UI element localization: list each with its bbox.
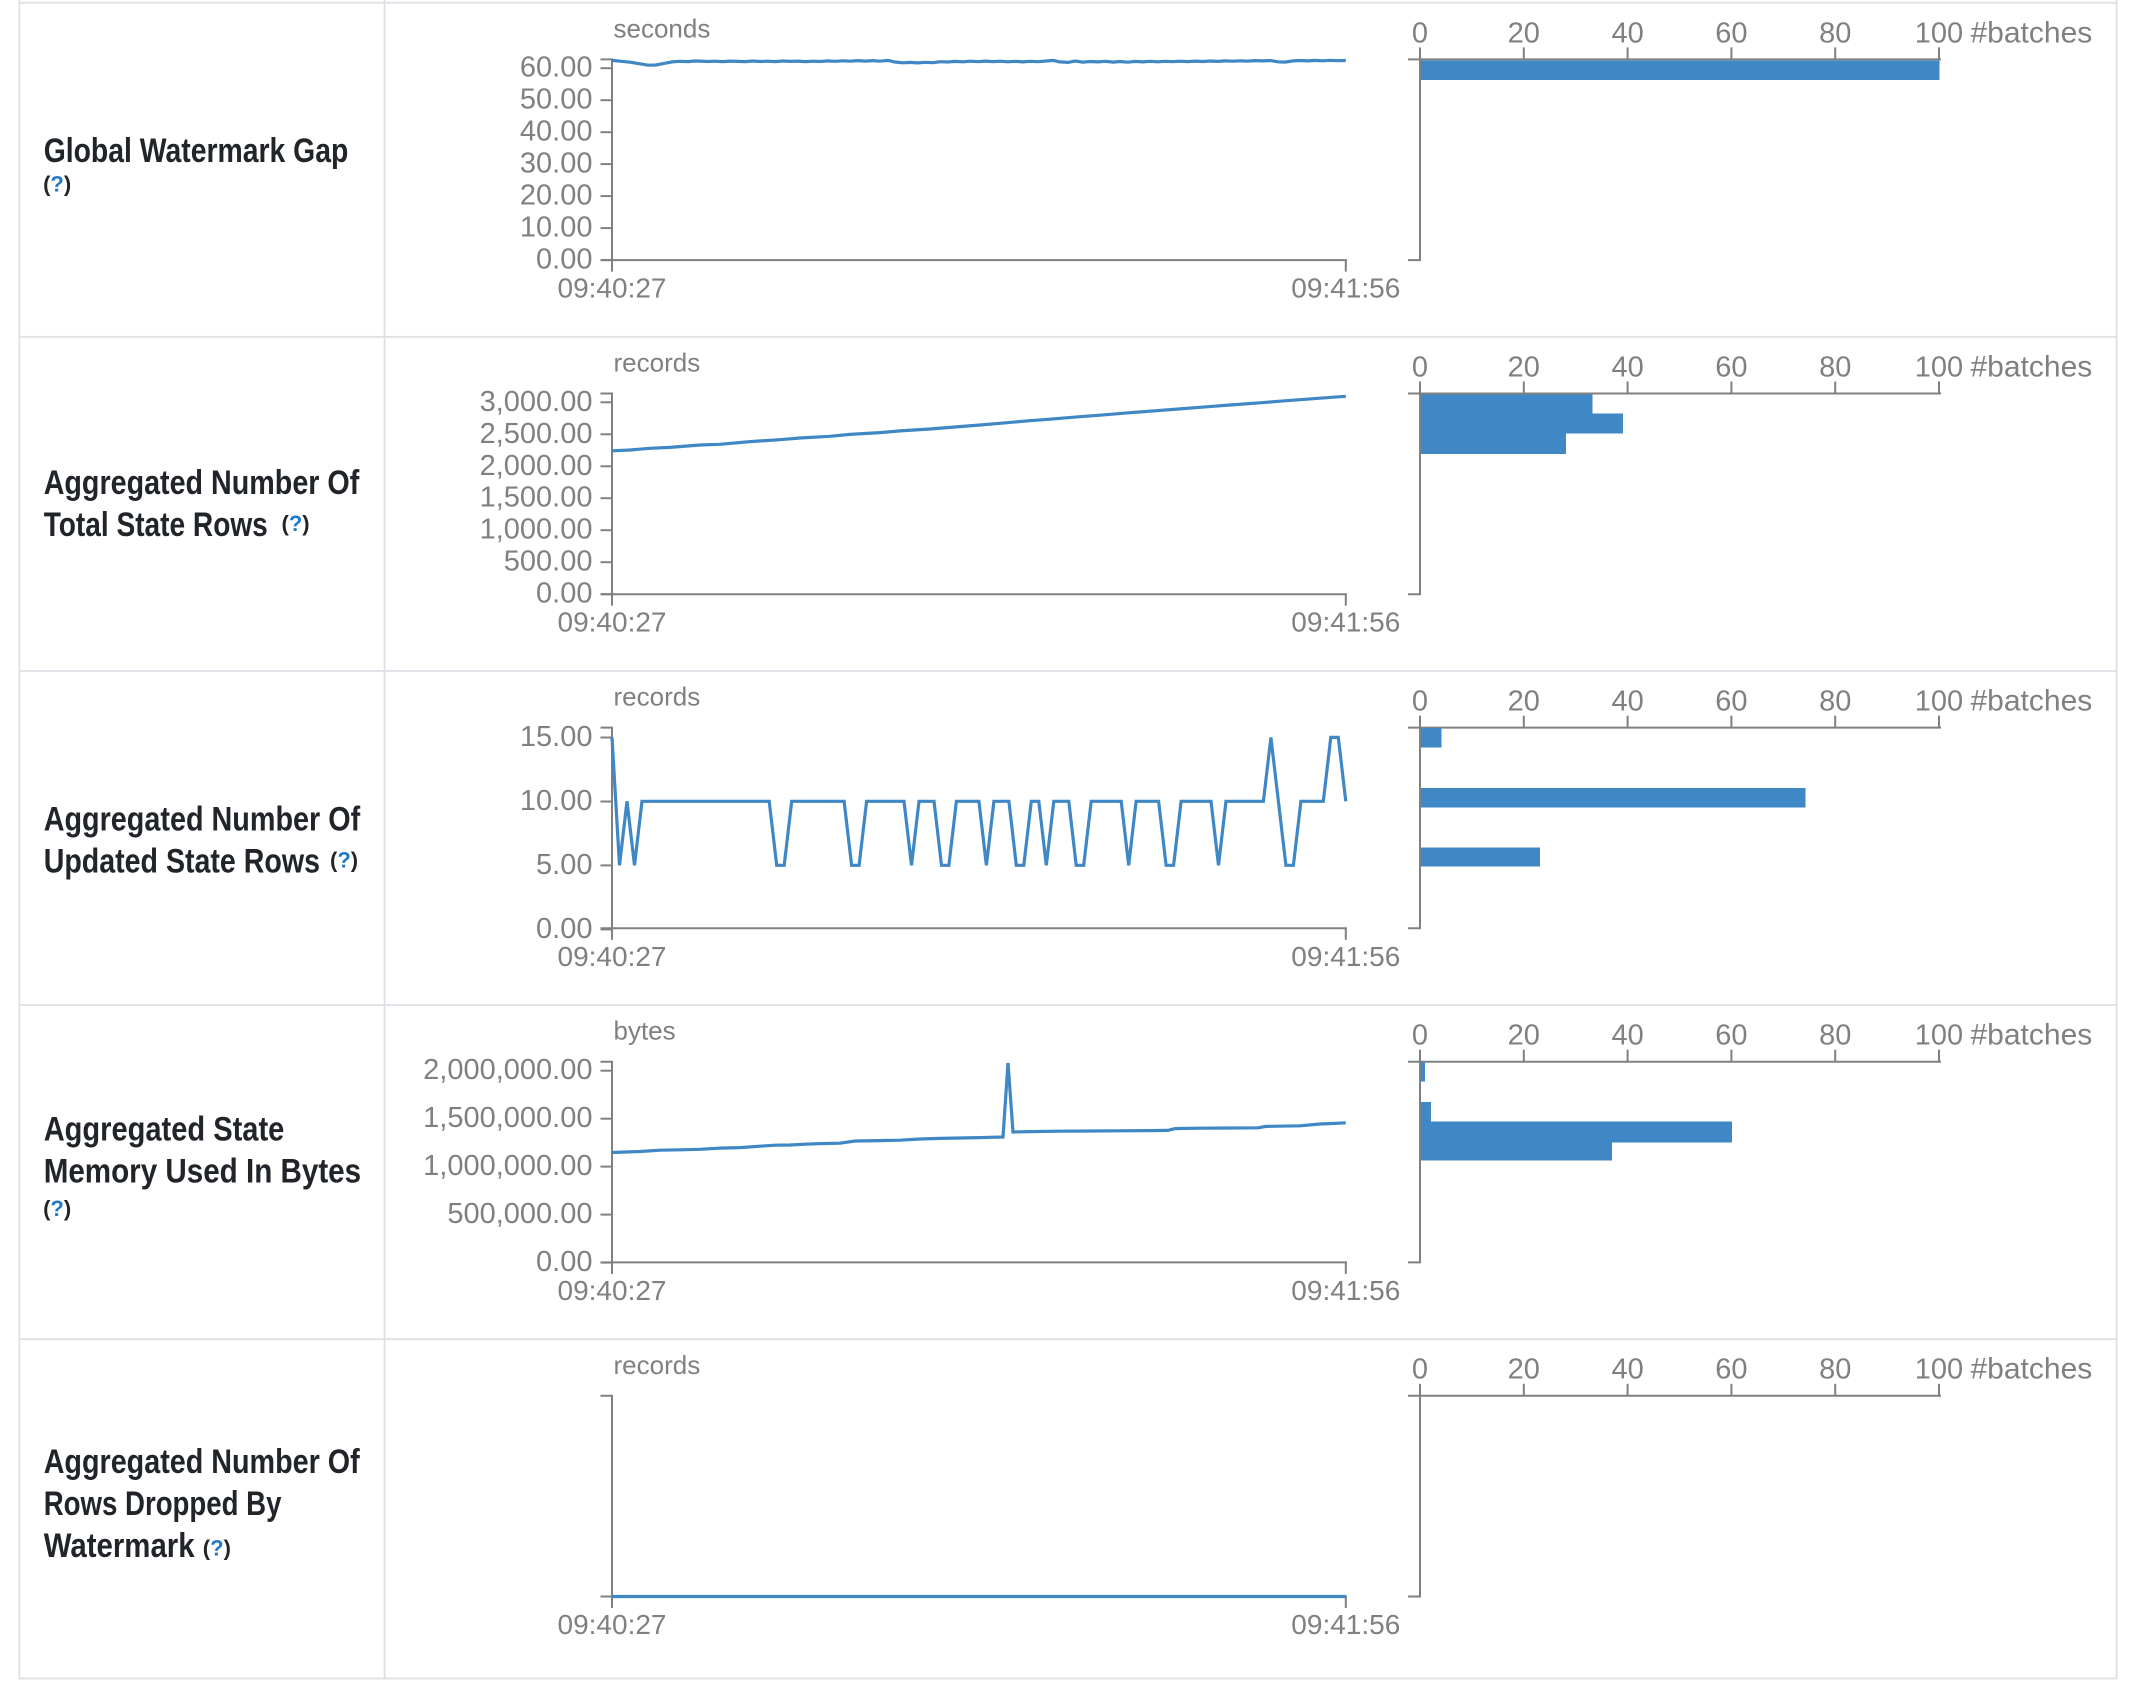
svg-text:(?): (?) xyxy=(43,1196,71,1221)
svg-text:40: 40 xyxy=(1611,686,1643,718)
svg-text:40: 40 xyxy=(1611,17,1643,49)
svg-text:100: 100 xyxy=(1915,1354,1963,1386)
svg-text:0: 0 xyxy=(1412,1354,1428,1386)
svg-text:10.00: 10.00 xyxy=(520,212,593,244)
svg-text:40: 40 xyxy=(1611,351,1643,383)
svg-text:60: 60 xyxy=(1715,17,1747,49)
svg-text:5.00: 5.00 xyxy=(536,849,592,881)
svg-text:60: 60 xyxy=(1715,1354,1747,1386)
svg-text:2,000.00: 2,000.00 xyxy=(480,450,593,482)
svg-text:0: 0 xyxy=(1412,686,1428,718)
svg-text:80: 80 xyxy=(1819,1354,1851,1386)
svg-text:0.00: 0.00 xyxy=(536,244,592,276)
svg-text:(?): (?) xyxy=(43,171,71,196)
svg-text:60: 60 xyxy=(1715,351,1747,383)
svg-text:100: 100 xyxy=(1915,17,1963,49)
svg-text:Aggregated Number Of: Aggregated Number Of xyxy=(44,1443,361,1481)
svg-text:0: 0 xyxy=(1412,1020,1428,1052)
svg-text:(?): (?) xyxy=(203,1535,231,1560)
svg-text:500.00: 500.00 xyxy=(504,546,593,578)
svg-text:60.00: 60.00 xyxy=(520,52,593,84)
svg-text:100: 100 xyxy=(1915,351,1963,383)
svg-text:30.00: 30.00 xyxy=(520,148,593,180)
svg-text:#batches: #batches xyxy=(1971,16,2093,49)
svg-text:Aggregated Number Of: Aggregated Number Of xyxy=(44,464,360,502)
svg-text:0: 0 xyxy=(1412,351,1428,383)
svg-text:20: 20 xyxy=(1508,1020,1540,1052)
svg-text:1,000,000.00: 1,000,000.00 xyxy=(423,1150,592,1182)
svg-text:seconds: seconds xyxy=(614,13,711,43)
svg-text:0.00: 0.00 xyxy=(536,1246,592,1278)
svg-text:15.00: 15.00 xyxy=(520,721,593,753)
svg-text:09:41:56: 09:41:56 xyxy=(1291,607,1400,638)
svg-text:60: 60 xyxy=(1715,686,1747,718)
svg-text:Watermark: Watermark xyxy=(44,1527,195,1565)
svg-text:Total State Rows: Total State Rows xyxy=(44,506,268,544)
svg-text:Global Watermark Gap: Global Watermark Gap xyxy=(44,132,349,170)
svg-text:(?): (?) xyxy=(282,511,310,536)
svg-text:3,000.00: 3,000.00 xyxy=(480,386,593,418)
svg-text:80: 80 xyxy=(1819,1020,1851,1052)
svg-text:10.00: 10.00 xyxy=(520,785,593,817)
svg-text:0.00: 0.00 xyxy=(536,578,592,610)
svg-text:Rows Dropped By: Rows Dropped By xyxy=(44,1485,282,1523)
svg-text:bytes: bytes xyxy=(614,1016,676,1046)
svg-text:09:40:27: 09:40:27 xyxy=(558,1275,667,1306)
svg-text:500,000.00: 500,000.00 xyxy=(447,1198,592,1230)
svg-text:40: 40 xyxy=(1611,1354,1643,1386)
svg-text:80: 80 xyxy=(1819,686,1851,718)
svg-text:#batches: #batches xyxy=(1971,350,2093,383)
svg-text:2,000,000.00: 2,000,000.00 xyxy=(423,1054,592,1086)
svg-text:09:41:56: 09:41:56 xyxy=(1291,1609,1400,1640)
svg-text:2,500.00: 2,500.00 xyxy=(480,418,593,450)
svg-text:(?): (?) xyxy=(330,848,358,873)
svg-text:#batches: #batches xyxy=(1971,685,2093,718)
svg-text:20: 20 xyxy=(1508,1354,1540,1386)
svg-text:40.00: 40.00 xyxy=(520,116,593,148)
svg-text:20: 20 xyxy=(1508,17,1540,49)
svg-text:40: 40 xyxy=(1611,1020,1643,1052)
svg-text:20.00: 20.00 xyxy=(520,180,593,212)
svg-text:60: 60 xyxy=(1715,1020,1747,1052)
svg-text:#batches: #batches xyxy=(1971,1353,2093,1386)
svg-text:100: 100 xyxy=(1915,686,1963,718)
svg-text:50.00: 50.00 xyxy=(520,84,593,116)
svg-text:1,500.00: 1,500.00 xyxy=(480,482,593,514)
svg-text:records: records xyxy=(614,682,701,712)
svg-text:#batches: #batches xyxy=(1971,1019,2093,1052)
svg-text:20: 20 xyxy=(1508,686,1540,718)
svg-text:09:40:27: 09:40:27 xyxy=(558,607,667,638)
svg-text:0.00: 0.00 xyxy=(536,913,592,945)
svg-text:records: records xyxy=(614,1350,701,1380)
svg-text:Updated State Rows: Updated State Rows xyxy=(44,843,320,881)
svg-text:100: 100 xyxy=(1915,1020,1963,1052)
svg-text:09:41:56: 09:41:56 xyxy=(1291,273,1400,304)
svg-text:09:40:27: 09:40:27 xyxy=(558,1609,667,1640)
svg-text:1,500,000.00: 1,500,000.00 xyxy=(423,1102,592,1134)
svg-text:Aggregated State: Aggregated State xyxy=(44,1110,285,1148)
svg-text:09:40:27: 09:40:27 xyxy=(558,941,667,972)
svg-text:80: 80 xyxy=(1819,351,1851,383)
svg-text:09:41:56: 09:41:56 xyxy=(1291,941,1400,972)
svg-text:80: 80 xyxy=(1819,17,1851,49)
svg-text:09:40:27: 09:40:27 xyxy=(558,273,667,304)
svg-text:Memory Used In Bytes: Memory Used In Bytes xyxy=(44,1152,361,1190)
svg-text:records: records xyxy=(614,348,701,378)
svg-text:Aggregated Number Of: Aggregated Number Of xyxy=(44,800,361,838)
svg-text:0: 0 xyxy=(1412,17,1428,49)
svg-text:09:41:56: 09:41:56 xyxy=(1291,1275,1400,1306)
svg-text:20: 20 xyxy=(1508,351,1540,383)
svg-text:1,000.00: 1,000.00 xyxy=(480,514,593,546)
